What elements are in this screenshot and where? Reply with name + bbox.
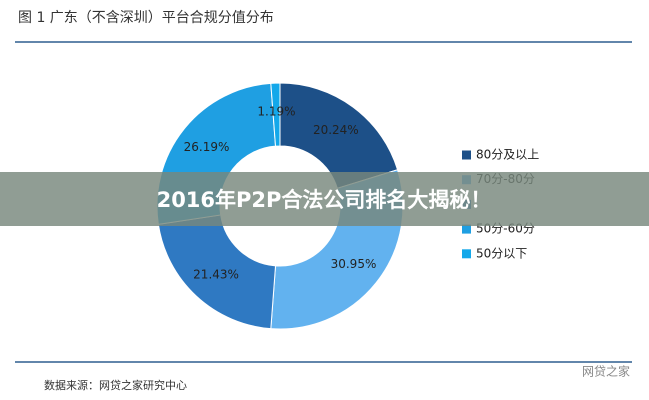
banner-band	[0, 172, 649, 226]
donut-slice	[279, 82, 399, 189]
legend-swatch	[462, 150, 471, 160]
banner-text: 2016年P2P合法公司排名大揭秘！	[157, 188, 492, 212]
chart-title: 图 1 广东（不含深圳）平台合规分值分布	[18, 10, 274, 26]
watermark: 网贷之家	[582, 364, 630, 379]
value-label: 30.95%	[331, 257, 377, 271]
value-label: 20.24%	[313, 123, 359, 137]
source: 数据来源：网贷之家研究中心	[44, 378, 187, 392]
legend-label: 50分以下	[476, 246, 527, 260]
donut-slice	[270, 82, 281, 147]
legend-swatch	[462, 249, 471, 259]
legend-swatch	[462, 224, 471, 234]
donut-slice	[157, 214, 277, 330]
value-label: 26.19%	[184, 140, 230, 154]
legend-label: 80分及以上	[476, 148, 539, 162]
value-label: 1.19%	[257, 105, 295, 119]
value-label: 21.43%	[193, 267, 239, 281]
